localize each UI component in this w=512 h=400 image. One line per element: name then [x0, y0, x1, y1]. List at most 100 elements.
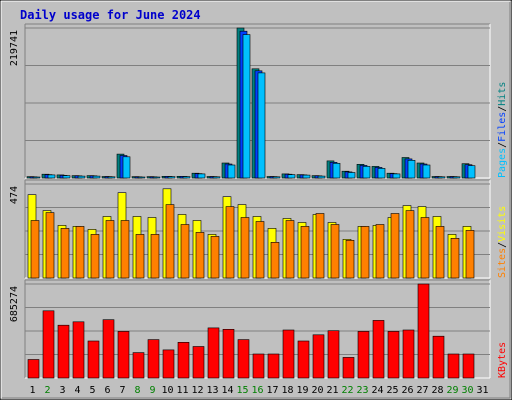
bar-hits-pages-day-18	[287, 174, 296, 179]
bar-hits-pages-day-23	[362, 166, 371, 179]
bar-visits-sites-day-28	[435, 226, 445, 279]
bar-hits-pages-day-10	[167, 176, 176, 179]
bar-kbytes-kbytes-day-29	[447, 353, 460, 379]
bar-kbytes-kbytes-day-30	[462, 353, 475, 379]
legend-entry: Pages	[497, 148, 508, 178]
day-label-25: 25	[386, 385, 398, 396]
legend-entry: Hits	[497, 82, 508, 106]
bar-kbytes-kbytes-day-22	[342, 357, 355, 379]
bar-visits-sites-day-9	[150, 234, 160, 279]
day-label-18: 18	[281, 385, 293, 396]
day-label-7: 7	[119, 385, 125, 396]
bar-hits-pages-day-28	[437, 176, 446, 179]
legend-entry: KBytes	[497, 342, 508, 378]
bar-kbytes-kbytes-day-6	[102, 319, 115, 379]
bar-hits-pages-day-27	[422, 164, 431, 179]
bar-hits-pages-day-11	[182, 176, 191, 179]
bar-kbytes-kbytes-day-12	[192, 346, 205, 379]
legend-hits: Pages/Files/Hits	[497, 82, 508, 178]
day-label-5: 5	[89, 385, 95, 396]
bar-visits-sites-day-19	[300, 226, 310, 279]
max-label-hits: 219741	[9, 30, 20, 66]
bar-hits-pages-day-2	[47, 174, 56, 179]
bar-hits-pages-day-7	[122, 156, 131, 179]
bar-visits-sites-day-14	[225, 206, 235, 279]
day-label-30: 30	[461, 385, 473, 396]
bar-hits-pages-day-3	[62, 175, 71, 179]
bar-visits-sites-day-5	[90, 234, 100, 279]
bar-visits-sites-day-25	[390, 213, 400, 279]
legend-entry: Sites	[497, 248, 508, 278]
day-label-29: 29	[446, 385, 458, 396]
bar-kbytes-kbytes-day-10	[162, 349, 175, 379]
bar-kbytes-kbytes-day-16	[252, 353, 265, 379]
max-label-kbytes: 685274	[9, 286, 20, 322]
bar-visits-sites-day-17	[270, 242, 280, 279]
bar-visits-sites-day-21	[330, 224, 340, 279]
day-label-23: 23	[356, 385, 368, 396]
bar-kbytes-kbytes-day-9	[147, 339, 160, 379]
bar-visits-sites-day-12	[195, 232, 205, 279]
bar-hits-pages-day-22	[347, 172, 356, 179]
bar-hits-pages-day-15	[242, 34, 251, 179]
bar-kbytes-kbytes-day-26	[402, 329, 415, 379]
day-label-10: 10	[161, 385, 173, 396]
bar-visits-sites-day-7	[120, 220, 130, 279]
bar-visits-sites-day-16	[255, 221, 265, 279]
day-label-14: 14	[221, 385, 233, 396]
day-label-8: 8	[134, 385, 140, 396]
bar-visits-sites-day-11	[180, 224, 190, 279]
bar-hits-pages-day-14	[227, 164, 236, 179]
day-label-28: 28	[431, 385, 443, 396]
day-label-27: 27	[416, 385, 428, 396]
bar-hits-pages-day-16	[257, 72, 266, 179]
day-label-11: 11	[176, 385, 188, 396]
bar-kbytes-kbytes-day-4	[72, 321, 85, 379]
day-label-12: 12	[191, 385, 203, 396]
day-label-15: 15	[236, 385, 248, 396]
bar-visits-sites-day-27	[420, 217, 430, 279]
bar-visits-sites-day-26	[405, 210, 415, 279]
bar-visits-sites-day-4	[75, 226, 85, 279]
bar-kbytes-kbytes-day-15	[237, 339, 250, 379]
legend-entry: /	[497, 142, 508, 148]
bar-hits-pages-day-17	[272, 176, 281, 179]
bar-kbytes-kbytes-day-14	[222, 328, 235, 379]
day-label-19: 19	[296, 385, 308, 396]
bar-hits-pages-day-24	[377, 168, 386, 179]
bar-visits-sites-day-29	[450, 238, 460, 279]
bar-kbytes-kbytes-day-7	[117, 331, 130, 379]
bar-hits-pages-day-21	[332, 163, 341, 179]
bar-kbytes-kbytes-day-8	[132, 352, 145, 379]
bar-kbytes-kbytes-day-17	[267, 353, 280, 379]
day-label-2: 2	[44, 385, 50, 396]
bar-kbytes-kbytes-day-1	[27, 359, 40, 379]
day-label-1: 1	[29, 385, 35, 396]
bar-hits-pages-day-4	[77, 175, 86, 179]
legend-visits: Sites/Visits	[497, 206, 508, 278]
day-label-26: 26	[401, 385, 413, 396]
day-label-6: 6	[104, 385, 110, 396]
bar-visits-sites-day-13	[210, 236, 220, 279]
bar-visits-sites-day-23	[360, 226, 370, 279]
day-label-4: 4	[74, 385, 80, 396]
day-label-16: 16	[251, 385, 263, 396]
day-label-13: 13	[206, 385, 218, 396]
bar-visits-sites-day-2	[45, 212, 55, 279]
bar-visits-sites-day-15	[240, 217, 250, 279]
bar-visits-sites-day-24	[375, 224, 385, 279]
bar-visits-sites-day-20	[315, 213, 325, 279]
bar-kbytes-kbytes-day-20	[312, 334, 325, 379]
bar-hits-pages-day-19	[302, 174, 311, 179]
bar-kbytes-kbytes-day-27	[417, 283, 430, 379]
day-label-3: 3	[59, 385, 65, 396]
bar-visits-sites-day-30	[465, 230, 475, 279]
bar-visits-sites-day-18	[285, 220, 295, 279]
legend-kbytes: KBytes	[497, 342, 508, 378]
bar-visits-sites-day-6	[105, 220, 115, 279]
bar-hits-pages-day-9	[152, 176, 161, 179]
legend-entry: /	[497, 242, 508, 248]
bar-visits-sites-day-1	[30, 220, 40, 279]
